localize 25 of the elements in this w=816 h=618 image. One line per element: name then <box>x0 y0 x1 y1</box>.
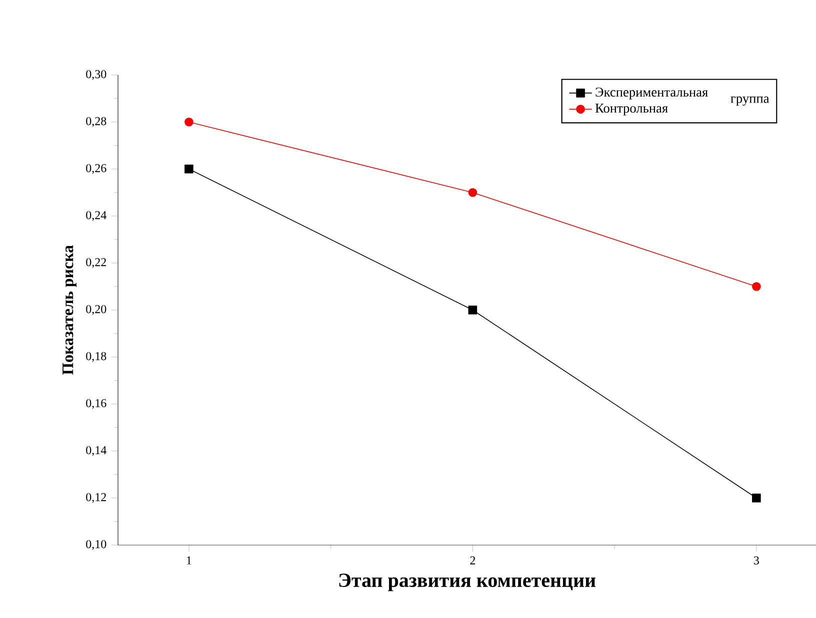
point <box>468 188 478 197</box>
point <box>752 494 761 502</box>
x-tick-label: 1 <box>186 556 192 564</box>
y-tick-label: 0,30 <box>86 70 106 80</box>
y-tick-label: 0,28 <box>86 117 106 127</box>
y-tick-label: 0,26 <box>86 164 106 174</box>
y-tick-label: 0,20 <box>86 305 106 315</box>
legend-title: группа <box>730 96 770 106</box>
y-tick-label: 0,14 <box>86 446 106 456</box>
legend-label: Контрольная <box>595 104 668 116</box>
point <box>752 282 761 291</box>
x-axis-title: Этап развития компетенции <box>339 574 596 592</box>
y-tick-label: 0,12 <box>86 493 106 503</box>
point <box>468 306 478 314</box>
legend-label: Экспериментальная <box>596 88 708 100</box>
point <box>184 164 194 174</box>
y-tick-label: 0,10 <box>86 540 106 550</box>
y-tick-label: 0,16 <box>86 399 106 409</box>
x-tick-label: 3 <box>754 556 759 564</box>
point <box>184 118 194 126</box>
x-tick-label: 2 <box>470 556 476 564</box>
y-tick-label: 0,24 <box>86 211 106 221</box>
y-tick-label: 0,18 <box>86 352 106 362</box>
y-axis-title: Показатель риска <box>62 245 76 375</box>
y-tick-label: 0,22 <box>86 258 106 268</box>
